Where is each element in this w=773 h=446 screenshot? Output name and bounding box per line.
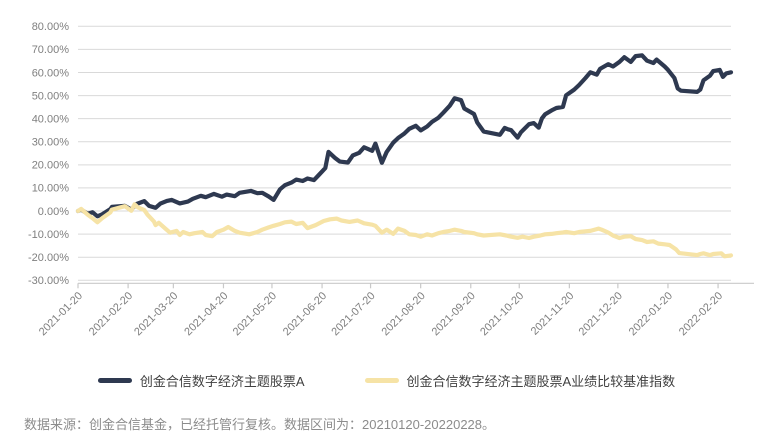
y-gridlines bbox=[78, 25, 731, 281]
y-tick-label: 0.00% bbox=[38, 206, 69, 218]
y-tick-label: 50.00% bbox=[32, 90, 70, 102]
x-tick-label: 2021-09-20 bbox=[430, 290, 478, 338]
benchmark-legend-label: 创金合信数字经济主题股票A业绩比较基准指数 bbox=[406, 374, 676, 389]
y-tick-label: 20.00% bbox=[32, 160, 70, 172]
fund-legend-label: 创金合信数字经济主题股票A bbox=[139, 374, 305, 389]
x-tick-label: 2021-12-20 bbox=[577, 290, 625, 338]
y-axis-labels: 80.00% 70.00% 60.00% 50.00% 40.00% 30.00% 20.0… bbox=[28, 21, 69, 287]
x-tick-label: 2021-07-20 bbox=[329, 290, 377, 338]
y-tick-label: -10.00% bbox=[28, 229, 69, 241]
performance-chart: 80.00% 70.00% 60.00% 50.00% 40.00% 30.00% 20.0… bbox=[28, 21, 754, 338]
x-tick-label: 2021-02-20 bbox=[87, 290, 135, 338]
x-tick-label: 2022-01-20 bbox=[627, 290, 675, 338]
chart-legend: 创金合信数字经济主题股票A 创金合信数字经济主题股票A业绩比较基准指数 bbox=[0, 371, 773, 390]
x-axis bbox=[77, 282, 754, 289]
data-source-note: 数据来源：创金合信基金，已经托管行复核。数据区间为：20210120-20220… bbox=[24, 417, 496, 432]
x-tick-label: 2021-10-20 bbox=[478, 290, 526, 338]
x-tick-label: 2021-03-20 bbox=[132, 290, 180, 338]
benchmark-line-swatch bbox=[364, 378, 399, 383]
fund-line bbox=[75, 53, 734, 219]
legend-item-benchmark: 创金合信数字经济主题股票A业绩比较基准指数 bbox=[364, 371, 676, 390]
x-tick-label: 2021-06-20 bbox=[281, 290, 329, 338]
x-tick-label: 2021-04-20 bbox=[182, 290, 230, 338]
x-tick-label: 2021-11-20 bbox=[529, 290, 577, 338]
x-tick-label: 2021-01-20 bbox=[37, 290, 85, 338]
y-tick-label: 40.00% bbox=[32, 113, 70, 125]
x-tick-label: 2022-02-20 bbox=[677, 290, 725, 338]
y-tick-label: 60.00% bbox=[32, 67, 70, 79]
benchmark-line bbox=[75, 202, 734, 259]
y-tick-label: 70.00% bbox=[32, 44, 70, 56]
x-tick-label: 2021-08-20 bbox=[380, 290, 428, 338]
y-tick-label: 80.00% bbox=[32, 21, 70, 33]
y-tick-label: 10.00% bbox=[32, 183, 70, 195]
y-tick-label: 30.00% bbox=[32, 137, 70, 149]
y-tick-label: -20.00% bbox=[28, 252, 69, 264]
y-tick-label: -30.00% bbox=[28, 275, 69, 287]
series-lines bbox=[75, 53, 734, 259]
fund-line-swatch bbox=[97, 378, 132, 383]
x-tick-label: 2021-05-20 bbox=[231, 290, 279, 338]
legend-item-fund: 创金合信数字经济主题股票A bbox=[97, 371, 305, 390]
